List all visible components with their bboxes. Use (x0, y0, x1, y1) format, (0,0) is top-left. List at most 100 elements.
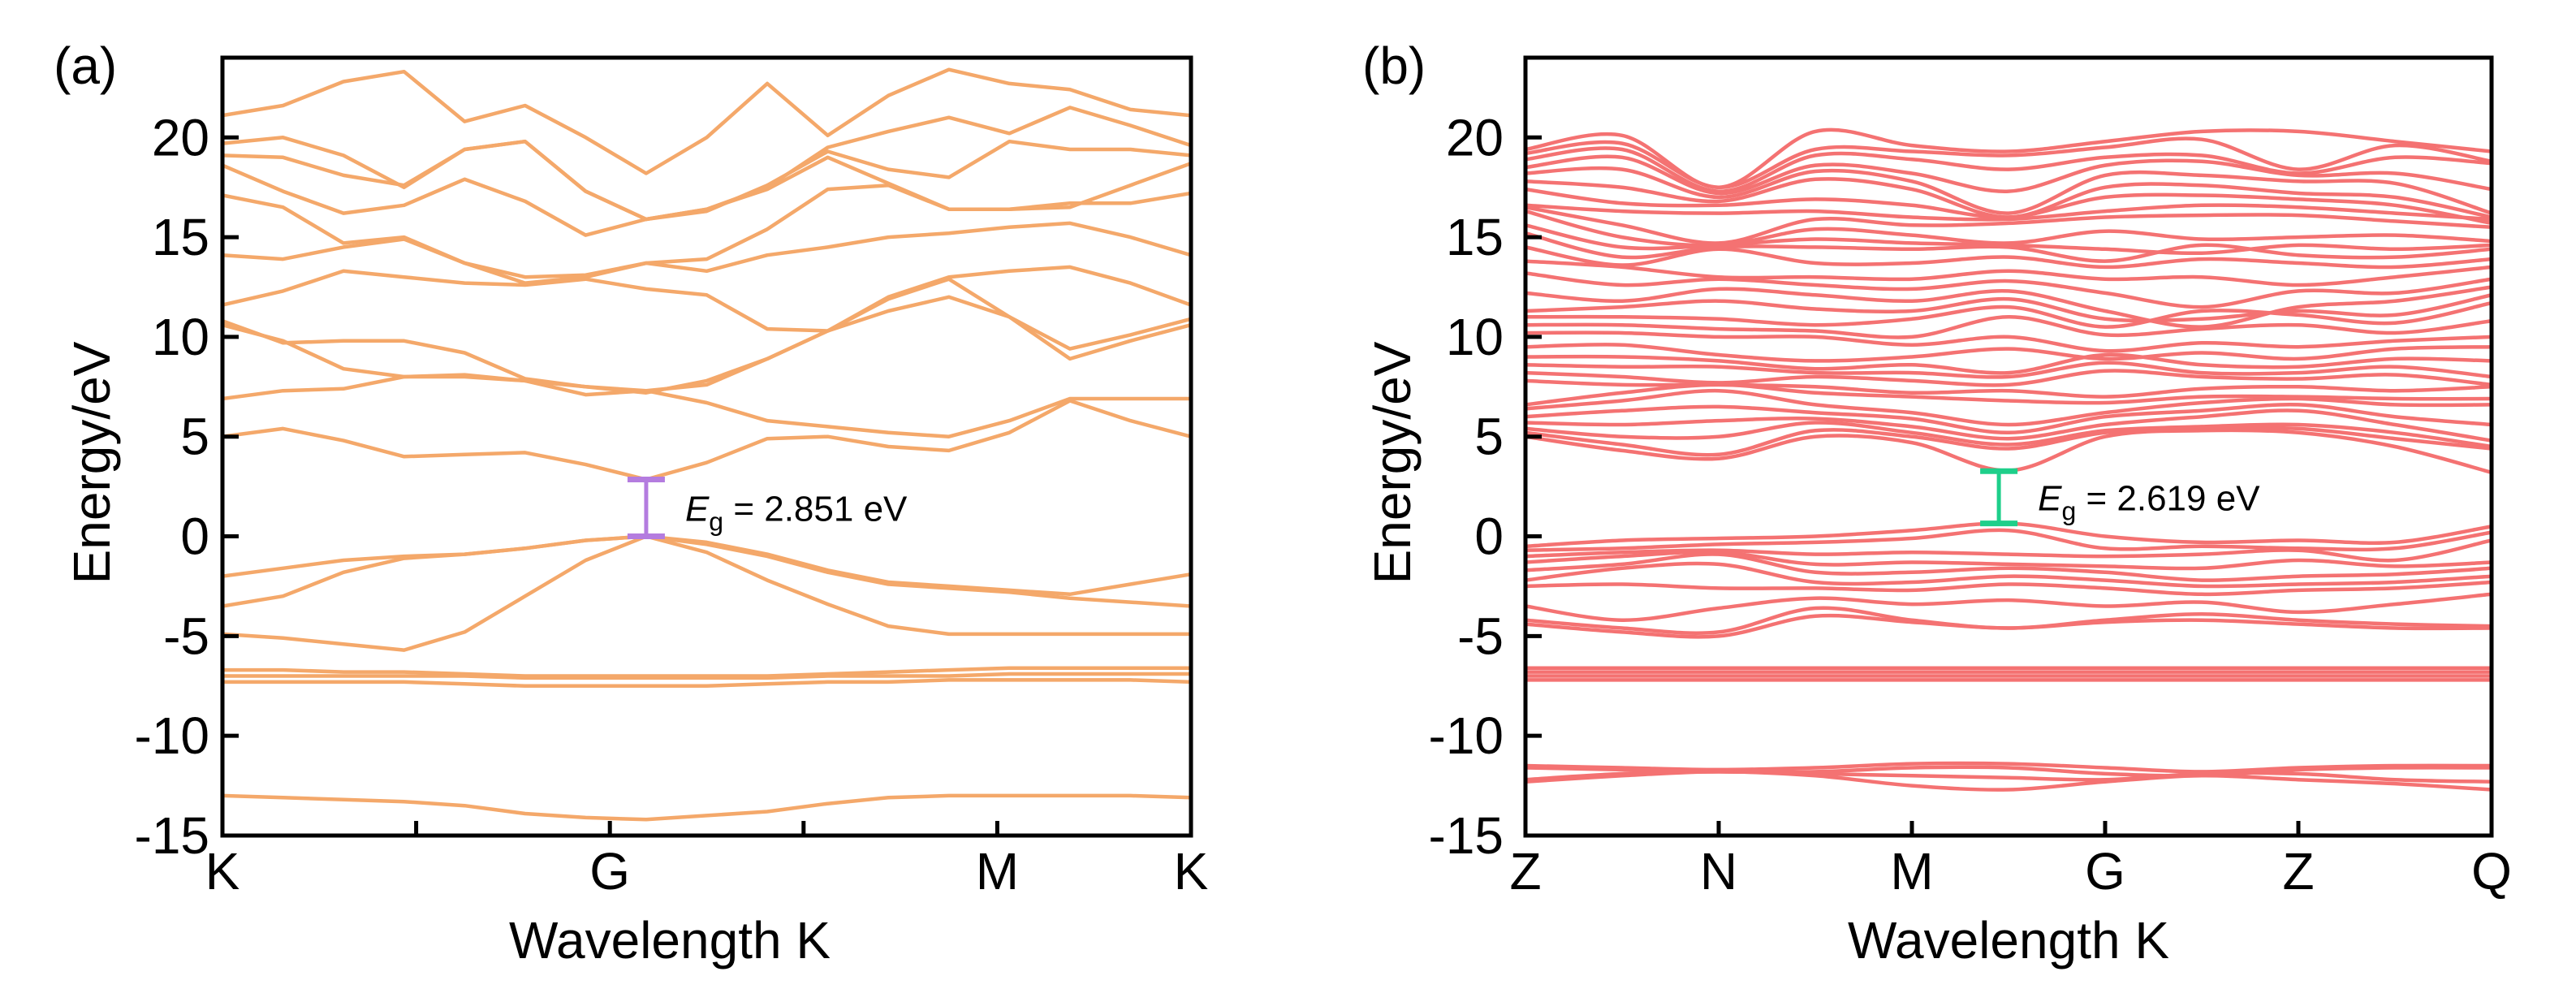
x-tick-label: Z (1509, 842, 1541, 900)
band-line (1525, 293, 2492, 323)
band-gap-annotation: Eg = 2.851 eV (627, 477, 908, 540)
y-tick-label: -10 (135, 706, 210, 765)
y-tick-label: -10 (1429, 706, 1504, 765)
x-tick-label: M (976, 842, 1019, 900)
band-line (222, 534, 1191, 652)
y-tick-label: 20 (152, 108, 209, 166)
band-line (1525, 770, 2492, 792)
x-tick-label: K (1174, 842, 1209, 900)
x-tick-label: G (2085, 842, 2125, 900)
y-tick-label: 5 (1474, 408, 1504, 466)
x-tick-label: N (1700, 842, 1737, 900)
x-tick-label: K (205, 842, 240, 900)
band-line (1525, 343, 2492, 363)
x-axis-title: Wavelength K (509, 911, 831, 970)
y-ticks: -15 -10 -5 0 5 10 15 20 (135, 108, 239, 865)
band-line (1525, 203, 2492, 222)
band-line (1525, 550, 2492, 571)
band-line (1525, 561, 2492, 589)
panel-label: (b) (1362, 37, 1426, 95)
band-line (222, 399, 1191, 482)
band-line (1525, 580, 2492, 597)
band-line (222, 666, 1191, 678)
band-line (1525, 300, 2492, 329)
band-line (1525, 592, 2492, 622)
band-line (1525, 770, 2492, 784)
band-line (222, 672, 1191, 680)
band-line (1525, 425, 2492, 457)
band-line (1525, 352, 2492, 375)
band-line (1525, 271, 2492, 309)
band-line (1525, 538, 2492, 563)
gap-label: Eg = 2.851 eV (685, 490, 908, 537)
band-line (222, 139, 1191, 222)
band-line (222, 183, 1191, 285)
band-line (1525, 223, 2492, 256)
band-line (1525, 154, 2492, 196)
band-line (222, 295, 1191, 395)
y-tick-label: -15 (135, 806, 210, 865)
band-line (1525, 205, 2492, 245)
band-line (1525, 382, 2492, 407)
band-line (222, 221, 1191, 279)
y-tick-label: -5 (1457, 607, 1504, 665)
band-line (1525, 613, 2492, 639)
y-tick-label: 10 (152, 308, 209, 366)
band-line (222, 534, 1191, 597)
y-tick-label: -5 (163, 607, 209, 665)
x-tick-label: G (589, 842, 630, 900)
band-line (1525, 761, 2492, 774)
band-line (1525, 285, 2492, 329)
gap-label: Eg = 2.619 eV (2038, 478, 2260, 525)
x-tick-label: Z (2282, 842, 2314, 900)
band-line (1525, 315, 2492, 339)
band-line (1525, 388, 2492, 427)
band-line (222, 106, 1191, 222)
plot-frame (1523, 55, 2494, 838)
band-line (1525, 231, 2492, 263)
band-line (1525, 187, 2492, 226)
band-line (222, 373, 1191, 438)
y-axis-title: Energy/eV (1363, 341, 1422, 584)
band-line (1525, 245, 2492, 270)
band-line (1525, 421, 2492, 449)
y-tick-label: 10 (1446, 308, 1504, 366)
band-line (222, 277, 1191, 397)
y-axis-title: Energy/eV (63, 341, 121, 584)
band-line (1525, 402, 2492, 435)
band-line (222, 793, 1191, 822)
band-line (1525, 136, 2492, 189)
y-ticks: -15 -10 -5 0 5 10 15 20 (1429, 108, 1542, 865)
band-line (1525, 552, 2492, 582)
band-line (1525, 369, 2492, 387)
y-tick-label: -15 (1429, 806, 1504, 865)
panel-label: (a) (54, 37, 117, 95)
plot-frame (220, 55, 1193, 838)
panel-b: (b) Energy/eV Wavelength K -15 -10 -5 0 5 10 1… (1362, 37, 2512, 970)
band-line (222, 67, 1191, 175)
band-line (1525, 408, 2492, 443)
band-line (222, 678, 1191, 689)
band-line (1525, 361, 2492, 379)
x-tick-label: M (1890, 842, 1933, 900)
band-lines (1525, 127, 2492, 792)
y-tick-label: 0 (1474, 507, 1504, 566)
band-lines (222, 67, 1191, 822)
band-line (1525, 166, 2492, 215)
band-line (1525, 528, 2492, 552)
band-line (1525, 330, 2492, 353)
band-line (1525, 209, 2492, 248)
band-line (1525, 259, 2492, 287)
y-tick-label: 0 (180, 507, 209, 566)
band-line (222, 265, 1191, 333)
y-tick-label: 5 (180, 408, 209, 466)
band-gap-annotation: Eg = 2.619 eV (1980, 468, 2260, 527)
band-line (1525, 521, 2492, 549)
x-tick-label: Q (2471, 842, 2512, 900)
y-tick-label: 15 (1446, 208, 1504, 266)
band-line (1525, 146, 2492, 193)
x-axis-title: Wavelength K (1848, 911, 2169, 970)
